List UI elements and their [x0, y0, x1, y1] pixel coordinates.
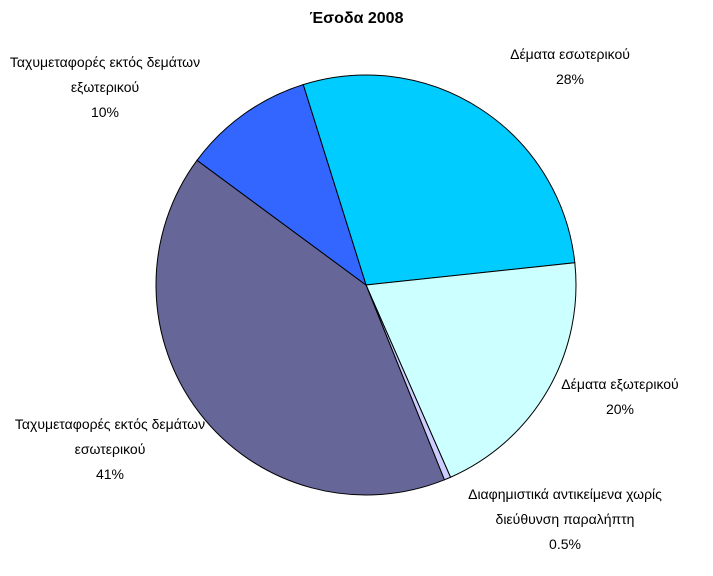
- slice-label: Δέματα εξωτερικού 20%: [520, 372, 713, 422]
- value-label: 28%: [555, 71, 585, 87]
- slice-label: Ταχυμεταφορές εκτός δεμάτων εσωτερικού 41…: [10, 412, 210, 487]
- slice-label: Διαφημιστικά αντικείμενα χωρίς διεύθυνση…: [453, 482, 678, 557]
- category-label: Δέματα εξωτερικού: [561, 376, 679, 392]
- pie-slice: [365, 262, 577, 478]
- value-label: 0.5%: [549, 536, 581, 552]
- pie-slice: [155, 159, 446, 496]
- chart-title: Έσοδα 2008: [309, 10, 404, 27]
- category-label: Ταχυμεταφορές εκτός δεμάτων εξωτερικού: [9, 54, 201, 95]
- category-label: Διαφημιστικά αντικείμενα χωρίς διεύθυνση…: [468, 486, 662, 527]
- pie-slice: [302, 74, 576, 286]
- value-label: 10%: [90, 104, 120, 120]
- category-label: Δέματα εσωτερικού: [510, 46, 630, 62]
- category-label: Ταχυμεταφορές εκτός δεμάτων εσωτερικού: [14, 416, 206, 457]
- slice-label: Ταχυμεταφορές εκτός δεμάτων εξωτερικού 10…: [5, 50, 205, 125]
- slice-label: Δέματα εσωτερικού 28%: [460, 42, 680, 92]
- value-label: 41%: [95, 466, 125, 482]
- pie-slice: [196, 83, 367, 287]
- value-label: 20%: [605, 401, 635, 417]
